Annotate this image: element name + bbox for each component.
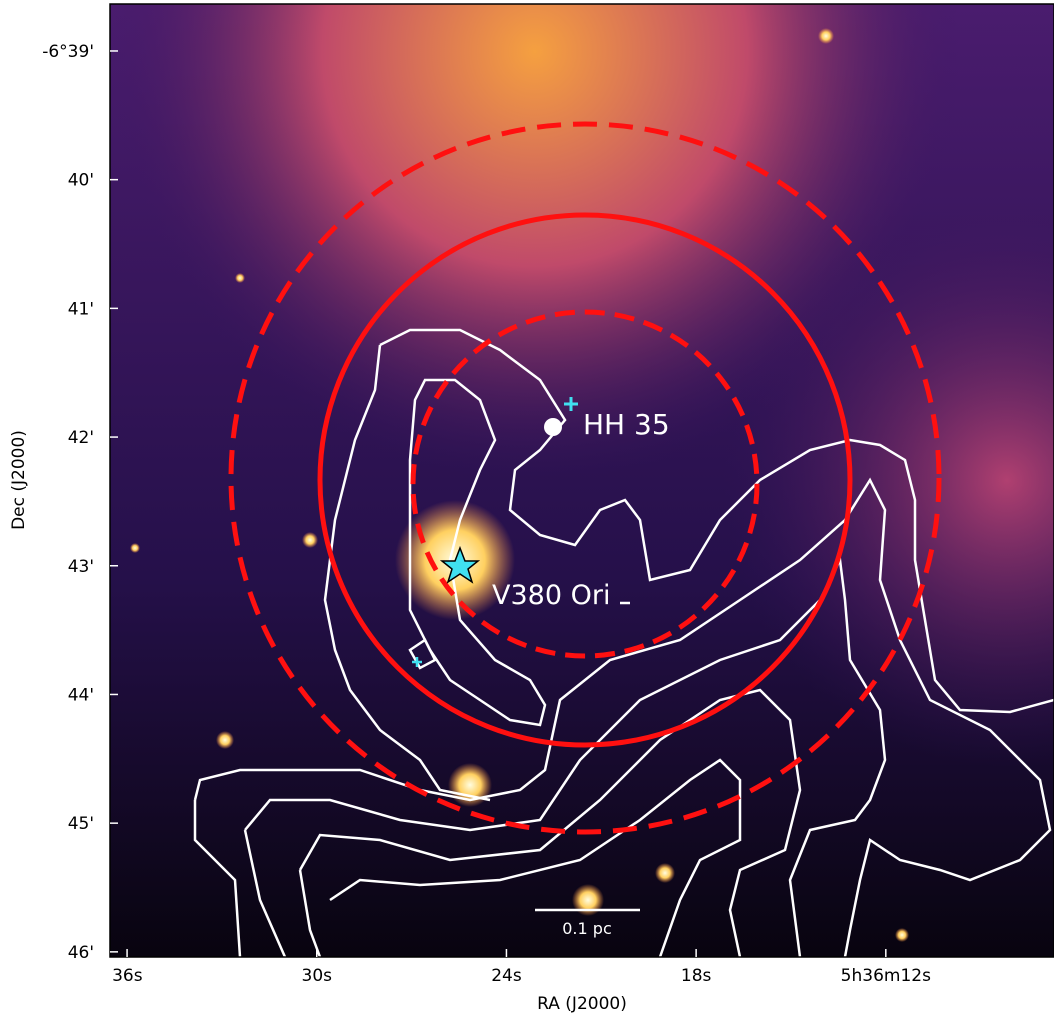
x-tick-label: 18s [681, 966, 712, 986]
annotation: V380 Ori [492, 580, 610, 611]
y-tick-label: 44' [68, 685, 94, 705]
annotation: 0.1 pc [562, 919, 611, 938]
y-tick-label: 43' [68, 557, 94, 577]
y-axis-label: Dec (J2000) [9, 430, 29, 530]
annotation: HH 35 [583, 408, 670, 441]
y-tick-label: -6°39' [42, 42, 94, 62]
x-tick-label: 36s [112, 966, 143, 986]
x-axis-label: RA (J2000) [537, 994, 627, 1014]
image [110, 4, 1054, 957]
y-tick-label: 40' [68, 171, 94, 191]
x-tick-label: 24s [491, 966, 522, 986]
chart: HH 35 V380 Ori 0.1 pc RA (J2000) Dec (J2… [0, 0, 1054, 1017]
y-tick-label: 46' [68, 943, 94, 963]
x-tick-label: 5h36m12s [841, 966, 931, 986]
y-tick-label: 41' [68, 299, 94, 319]
y-tick-label: 45' [68, 814, 94, 834]
y-tick-label: 42' [68, 428, 94, 448]
x-tick-label: 30s [302, 966, 333, 986]
